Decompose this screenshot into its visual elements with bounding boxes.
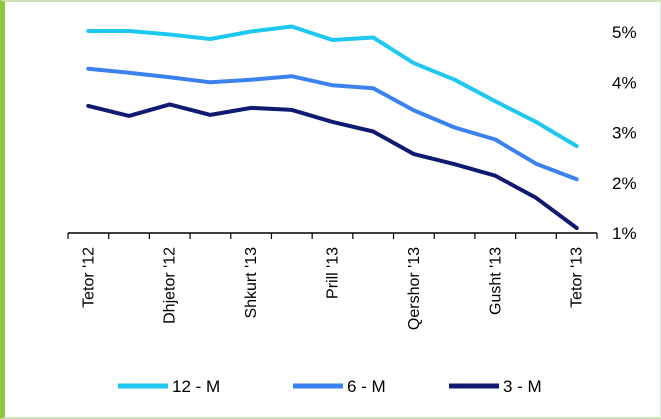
y-tick-label: 5%	[612, 23, 637, 42]
series-line-3	[86, 102, 579, 230]
x-tick-label: Shkurt '13	[243, 247, 260, 319]
x-tick-label: Qershor '13	[406, 247, 423, 330]
y-tick-label: 3%	[612, 124, 637, 143]
legend-label: 6 - M	[347, 377, 386, 396]
series-line-2	[86, 66, 579, 182]
x-tick-label: Gusht '13	[487, 247, 504, 315]
y-tick-label: 1%	[612, 224, 637, 243]
x-tick-label: Dhjetor '12	[162, 247, 179, 324]
chart-axes	[67, 232, 598, 239]
y-tick-label: 4%	[612, 73, 637, 92]
legend-label: 12 - M	[172, 377, 220, 396]
legend: 12 - M 6 - M 3 - M	[118, 377, 542, 396]
series-layer	[86, 24, 579, 230]
legend-label: 3 - M	[503, 377, 542, 396]
x-tick-labels: Tetor '12 Dhjetor '12 Shkurt '13 Prill '13 Q…	[80, 247, 585, 330]
series-line-1	[86, 24, 579, 149]
x-tick-label: Tetor '12	[80, 247, 97, 308]
y-tick-labels: 1% 2% 3% 4% 5%	[612, 23, 637, 243]
x-tick-label: Prill '13	[325, 247, 342, 299]
y-tick-label: 2%	[612, 174, 637, 193]
x-tick-label: Tetor '13	[569, 247, 586, 308]
